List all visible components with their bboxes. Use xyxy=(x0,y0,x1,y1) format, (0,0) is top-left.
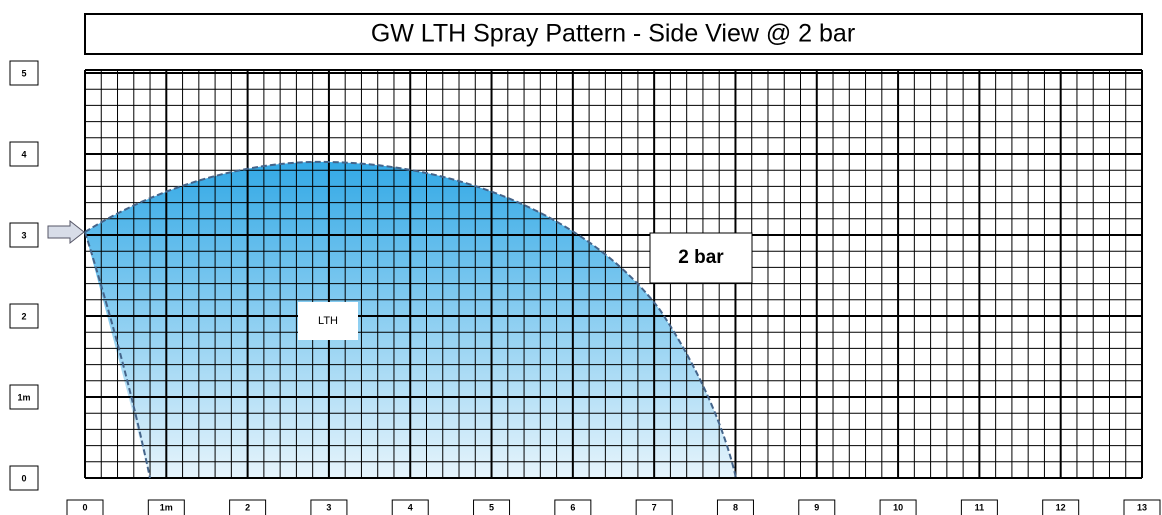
x-label: 6 xyxy=(570,502,575,512)
y-label-box xyxy=(9,222,39,248)
spray-outer-edge xyxy=(84,160,737,479)
x-label: 0 xyxy=(82,502,87,512)
y-label-box xyxy=(9,303,39,329)
x-label-box xyxy=(391,499,429,515)
x-label: 11 xyxy=(975,502,985,512)
x-label: 8 xyxy=(733,502,738,512)
x-label-box xyxy=(960,499,998,515)
x-label: 3 xyxy=(326,502,331,512)
model-box xyxy=(298,302,358,340)
y-label-box xyxy=(9,60,39,86)
x-label: 5 xyxy=(489,502,494,512)
x-label: 1m xyxy=(160,502,173,512)
title-box xyxy=(84,13,1143,55)
spray-inner-edge xyxy=(84,231,151,479)
grid xyxy=(84,69,1143,479)
x-label-box xyxy=(635,499,673,515)
x-label: 7 xyxy=(652,502,657,512)
x-label: 12 xyxy=(1056,502,1066,512)
y-label-box xyxy=(9,465,39,491)
y-label: 2 xyxy=(21,311,26,321)
x-label: 2 xyxy=(245,502,250,512)
x-label-box xyxy=(147,499,185,515)
x-label: 13 xyxy=(1137,502,1147,512)
model-label: LTH xyxy=(318,315,338,327)
y-label: 4 xyxy=(21,149,26,159)
pressure-label: 2 bar xyxy=(678,247,724,268)
x-label-box xyxy=(473,499,511,515)
x-label-box xyxy=(1042,499,1080,515)
y-label: 5 xyxy=(21,68,26,78)
title: GW LTH Spray Pattern - Side View @ 2 bar xyxy=(371,20,855,48)
nozzle-arrow xyxy=(47,219,85,245)
x-label: 9 xyxy=(814,502,819,512)
x-label-box xyxy=(554,499,592,515)
y-label-box xyxy=(9,384,39,410)
x-label-box xyxy=(879,499,917,515)
x-label-box xyxy=(1123,499,1161,515)
x-label-box xyxy=(66,499,104,515)
y-label: 1m xyxy=(17,392,30,402)
x-label-box xyxy=(310,499,348,515)
x-label-box xyxy=(229,499,267,515)
x-label-box xyxy=(798,499,836,515)
y-label: 0 xyxy=(21,473,26,483)
x-label: 4 xyxy=(408,502,413,512)
x-label: 10 xyxy=(893,502,903,512)
y-label: 3 xyxy=(21,230,26,240)
y-label-box xyxy=(9,141,39,167)
pressure-box xyxy=(649,232,753,284)
x-label-box xyxy=(716,499,754,515)
